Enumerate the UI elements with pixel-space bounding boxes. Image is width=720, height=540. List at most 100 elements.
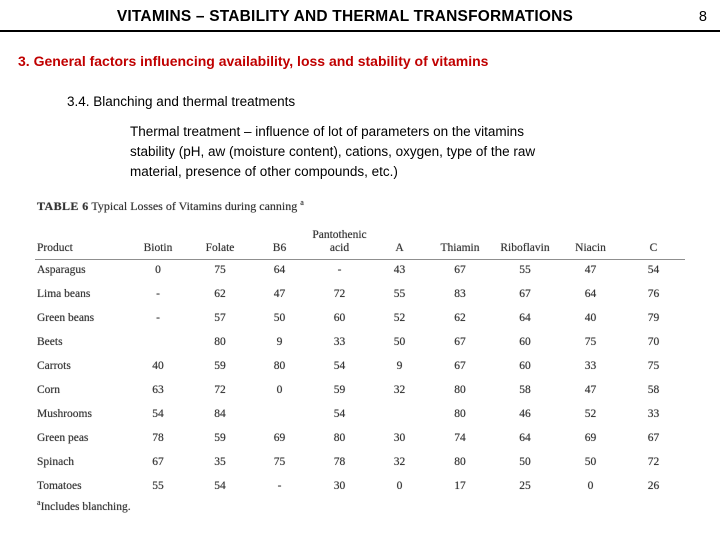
- value-cell: 55: [519, 264, 531, 276]
- value-cell: -: [156, 288, 160, 300]
- value-cell: 67: [519, 288, 531, 300]
- product-cell: Lima beans: [37, 288, 91, 300]
- value-cell: 75: [214, 264, 226, 276]
- value-cell: 54: [333, 360, 346, 372]
- value-cell: 9: [396, 360, 403, 372]
- table-number: TABLE 6: [37, 199, 89, 213]
- value-cell: 63: [152, 384, 164, 396]
- value-cell: 52: [584, 408, 597, 420]
- value-cell: 79: [647, 312, 660, 324]
- header-divider: [35, 259, 685, 260]
- value-cell: 9: [276, 336, 283, 348]
- value-cell: 52: [393, 312, 406, 324]
- value-cell: 80: [273, 360, 286, 372]
- value-cell: 60: [519, 360, 531, 372]
- value-cell: 80: [333, 432, 346, 444]
- value-cell: 35: [214, 456, 226, 468]
- value-cell: 58: [519, 384, 531, 396]
- value-cell: 32: [393, 456, 406, 468]
- body-line: stability (pH, aw (moisture content), ca…: [130, 144, 536, 159]
- value-cell: 60: [333, 312, 346, 324]
- value-cell: 55: [152, 480, 164, 492]
- value-cell: -: [337, 264, 342, 276]
- value-cell: 47: [584, 384, 597, 396]
- value-cell: 72: [214, 384, 226, 396]
- value-cell: 72: [647, 456, 660, 468]
- value-cell: 64: [584, 288, 597, 300]
- column-header: B6: [272, 242, 287, 254]
- value-cell: 33: [647, 408, 660, 420]
- product-cell: Green beans: [37, 312, 95, 324]
- value-cell: 0: [396, 480, 403, 492]
- table-footnote: aIncludes blanching.: [37, 498, 131, 513]
- body-paragraph: Thermal treatment – influence of lot of …: [130, 122, 690, 182]
- value-cell: 84: [214, 408, 226, 420]
- value-cell: 26: [647, 480, 660, 492]
- value-cell: 54: [647, 264, 660, 276]
- value-cell: 64: [519, 312, 531, 324]
- value-cell: 59: [214, 360, 226, 372]
- value-cell: 83: [454, 288, 466, 300]
- column-header: Folate: [205, 242, 235, 254]
- value-cell: 69: [584, 432, 597, 444]
- value-cell: 54: [333, 408, 346, 420]
- vitamin-loss-table: TABLE 6 Typical Losses of Vitamins durin…: [35, 198, 687, 528]
- value-cell: 17: [454, 480, 466, 492]
- value-cell: 40: [152, 360, 164, 372]
- value-cell: 80: [214, 336, 226, 348]
- column-header-line: acid: [329, 242, 350, 254]
- value-cell: 0: [587, 480, 594, 492]
- value-cell: 25: [519, 480, 531, 492]
- value-cell: 75: [647, 360, 660, 372]
- product-cell: Corn: [37, 384, 60, 396]
- value-cell: -: [156, 312, 160, 324]
- value-cell: 78: [152, 432, 164, 444]
- value-cell: 54: [214, 480, 226, 492]
- column-header: Biotin: [143, 242, 173, 254]
- product-cell: Tomatoes: [37, 480, 82, 492]
- value-cell: 55: [393, 288, 406, 300]
- table-row: Mushrooms 54 84 54 80 46 52 33: [35, 402, 685, 426]
- slide-title: VITAMINS – STABILITY AND THERMAL TRANSFO…: [116, 8, 574, 25]
- value-cell: 50: [584, 456, 597, 468]
- table-header-row: Product Biotin Folate B6 Pantothenic aci…: [35, 218, 685, 255]
- footnote-text: Includes blanching.: [40, 500, 131, 513]
- value-cell: 64: [519, 432, 531, 444]
- value-cell: 59: [214, 432, 226, 444]
- product-cell: Carrots: [37, 360, 71, 372]
- table-row: Carrots 40 59 80 54 9 67 60 33 75: [35, 354, 685, 378]
- value-cell: 43: [393, 264, 406, 276]
- value-cell: 80: [454, 456, 466, 468]
- value-cell: 0: [155, 264, 161, 276]
- value-cell: 40: [584, 312, 597, 324]
- column-header: Product: [37, 242, 73, 254]
- table-rows: Asparagus 0 75 64 - 43 67 55 47 54 Lima beans - 62 47…: [35, 258, 685, 498]
- column-header: Thiamin: [440, 242, 480, 254]
- value-cell: 69: [273, 432, 286, 444]
- value-cell: 67: [454, 264, 466, 276]
- value-cell: 78: [333, 456, 346, 468]
- footnote-superscript: a: [37, 498, 41, 507]
- value-cell: 80: [454, 408, 466, 420]
- table-title-text: Typical Losses of Vitamins during cannin…: [88, 199, 301, 213]
- value-cell: 33: [333, 336, 346, 348]
- table-row: Asparagus 0 75 64 - 43 67 55 47 54: [35, 258, 685, 282]
- column-header: Riboflavin: [500, 242, 550, 254]
- value-cell: 0: [276, 384, 283, 396]
- value-cell: 50: [393, 336, 406, 348]
- title-divider: [0, 30, 720, 32]
- table-row: Tomatoes 55 54 - 30 0 17 25 0 26: [35, 474, 685, 498]
- value-cell: 67: [454, 336, 466, 348]
- value-cell: 76: [647, 288, 660, 300]
- value-cell: 80: [454, 384, 466, 396]
- value-cell: -: [277, 480, 282, 492]
- value-cell: 50: [519, 456, 531, 468]
- value-cell: 62: [214, 288, 226, 300]
- value-cell: 59: [333, 384, 346, 396]
- value-cell: 64: [273, 264, 286, 276]
- column-header: C: [649, 242, 658, 254]
- value-cell: 30: [333, 480, 346, 492]
- product-cell: Green peas: [37, 432, 89, 444]
- product-cell: Mushrooms: [37, 408, 92, 420]
